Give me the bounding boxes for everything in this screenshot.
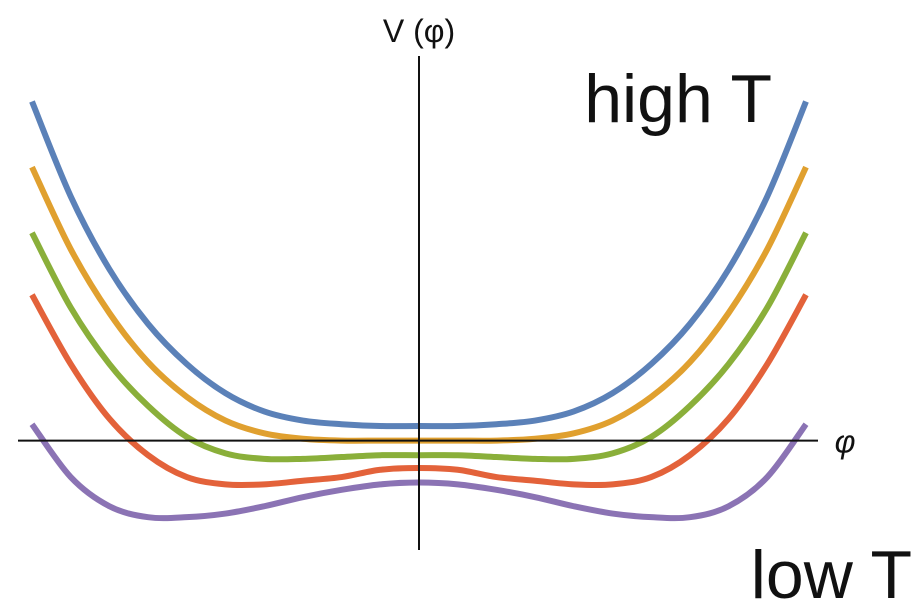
axes-layer xyxy=(18,56,818,550)
annotation-high-t: high T xyxy=(584,61,772,137)
x-axis-label: φ xyxy=(835,424,856,460)
annotation-low-t: low T xyxy=(751,537,912,603)
y-axis-label: V (φ) xyxy=(383,13,455,49)
